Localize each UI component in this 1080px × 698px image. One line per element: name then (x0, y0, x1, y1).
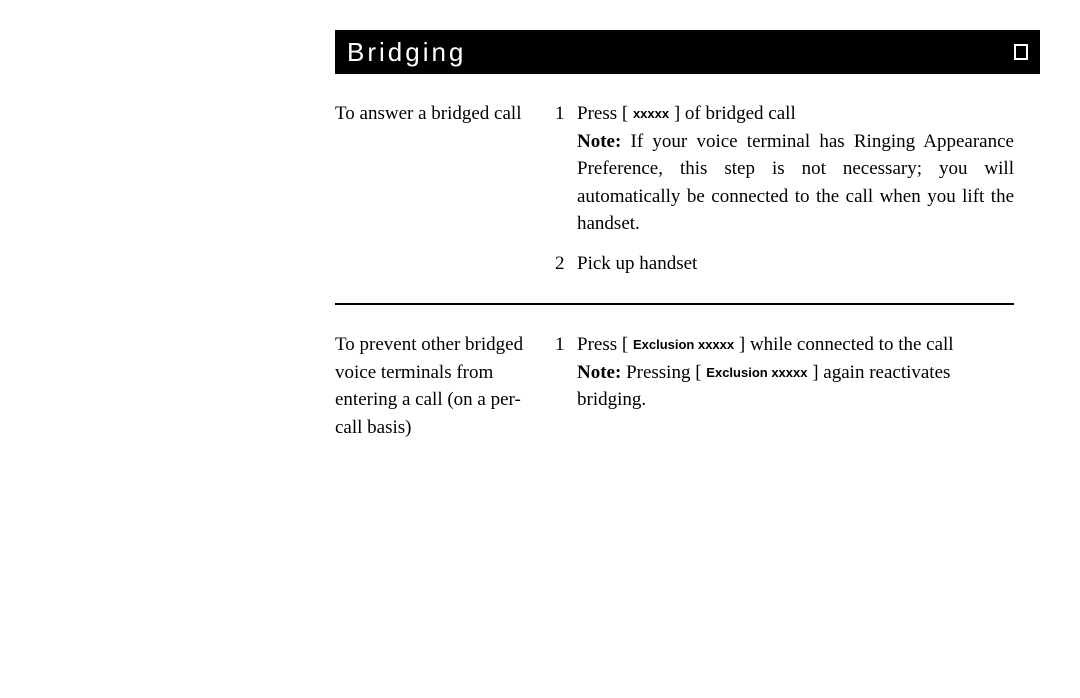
step-number: 2 (555, 250, 577, 278)
procedure-section: To prevent other bridged voice terminals… (335, 331, 1014, 441)
section-title: Bridging (347, 37, 466, 68)
step-text-pre: Press [ (577, 103, 633, 124)
page-marker-icon (1014, 44, 1028, 60)
step-text-post: ] while connected to the call (734, 334, 953, 355)
procedure-lead: To prevent other bridged voice terminals… (335, 331, 555, 441)
content-area: To answer a bridged call 1 Press [ xxxxx… (40, 100, 1040, 441)
step-body: Press [ xxxxx ] of bridged call Note: If… (577, 100, 1014, 238)
key-label: Exclusion xxxxx (633, 337, 734, 352)
key-label: Exclusion xxxxx (706, 365, 807, 380)
note-pre: Pressing [ (621, 362, 706, 383)
procedure-steps: 1 Press [ Exclusion xxxxx ] while connec… (555, 331, 1014, 414)
key-label: xxxxx (633, 106, 669, 121)
note-label: Note: (577, 362, 621, 383)
procedure-lead: To answer a bridged call (335, 100, 555, 128)
procedure-section: To answer a bridged call 1 Press [ xxxxx… (335, 100, 1014, 277)
step-row: 1 Press [ xxxxx ] of bridged call Note: … (555, 100, 1014, 238)
step-row: 1 Press [ Exclusion xxxxx ] while connec… (555, 331, 1014, 414)
step-row: 2 Pick up handset (555, 250, 1014, 278)
step-number: 1 (555, 100, 577, 128)
section-title-bar: Bridging (335, 30, 1040, 74)
note-label: Note: (577, 131, 621, 152)
note-body: If your voice terminal has Ringing Appea… (577, 131, 1014, 235)
step-body: Press [ Exclusion xxxxx ] while connecte… (577, 331, 1014, 414)
step-number: 1 (555, 331, 577, 359)
step-body: Pick up handset (577, 250, 1014, 278)
step-text-post: ] of bridged call (669, 103, 796, 124)
step-text-pre: Press [ (577, 334, 633, 355)
page: Bridging To answer a bridged call 1 Pres… (0, 0, 1080, 698)
procedure-steps: 1 Press [ xxxxx ] of bridged call Note: … (555, 100, 1014, 277)
section-divider (335, 303, 1014, 305)
